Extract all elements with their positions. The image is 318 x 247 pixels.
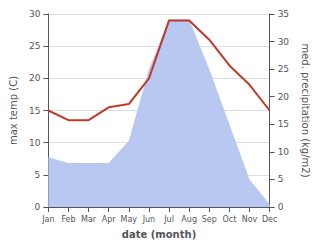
svg-text:Sep: Sep	[202, 215, 217, 224]
svg-text:med. precipitation (kg/m2): med. precipitation (kg/m2)	[300, 43, 311, 177]
svg-text:Feb: Feb	[61, 215, 75, 224]
svg-text:Apr: Apr	[102, 215, 117, 224]
svg-text:Dec: Dec	[262, 215, 277, 224]
svg-text:15: 15	[29, 106, 40, 116]
svg-text:15: 15	[278, 119, 289, 129]
svg-text:20: 20	[29, 73, 41, 83]
svg-text:5: 5	[278, 174, 284, 184]
svg-text:20: 20	[278, 92, 290, 102]
svg-text:Jan: Jan	[41, 215, 54, 224]
svg-text:May: May	[121, 215, 138, 224]
svg-text:0: 0	[35, 202, 41, 212]
svg-text:10: 10	[278, 147, 290, 157]
svg-text:max temp (C): max temp (C)	[8, 76, 19, 145]
svg-text:0: 0	[278, 202, 284, 212]
svg-text:Nov: Nov	[242, 215, 258, 224]
svg-text:date (month): date (month)	[122, 229, 196, 240]
svg-text:5: 5	[35, 170, 41, 180]
svg-text:Oct: Oct	[222, 215, 236, 224]
svg-text:25: 25	[278, 64, 289, 74]
svg-text:25: 25	[29, 41, 40, 51]
svg-text:Mar: Mar	[81, 215, 97, 224]
svg-text:10: 10	[29, 138, 41, 148]
svg-text:Jul: Jul	[163, 215, 174, 224]
svg-text:30: 30	[29, 9, 41, 19]
svg-text:Jun: Jun	[142, 215, 156, 224]
svg-text:30: 30	[278, 37, 290, 47]
svg-text:Aug: Aug	[181, 215, 197, 224]
svg-text:35: 35	[278, 9, 289, 19]
